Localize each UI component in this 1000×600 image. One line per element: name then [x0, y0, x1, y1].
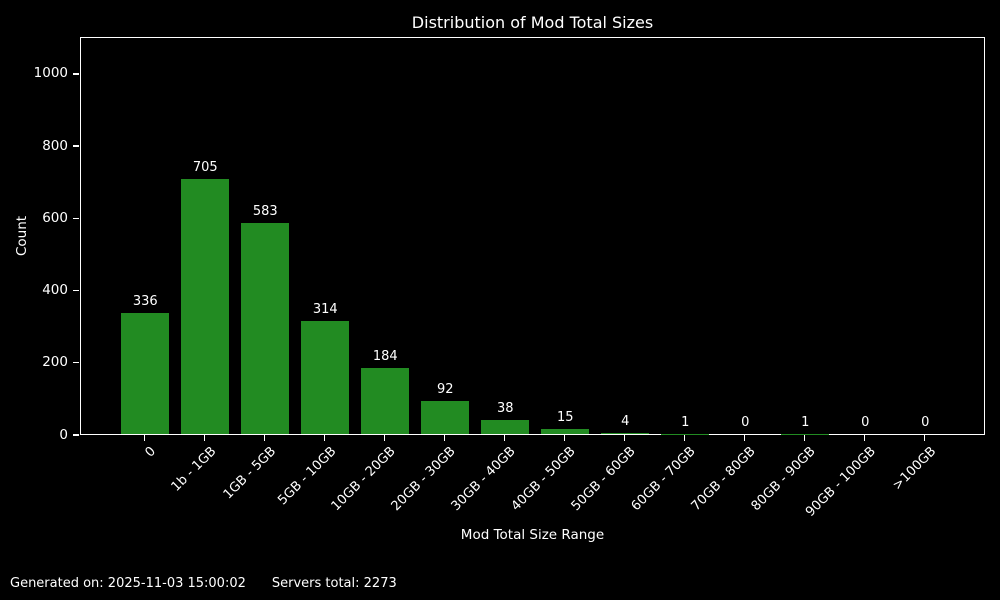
bar-value-label: 184 [372, 348, 398, 364]
y-tick-label: 1000 [33, 65, 68, 82]
y-tick-label: 400 [42, 282, 68, 299]
x-tick-mark [203, 435, 205, 441]
bar-value-label: 4 [621, 413, 630, 429]
x-tick-mark [143, 435, 145, 441]
bar-value-label: 92 [437, 381, 454, 397]
x-tick-mark [683, 435, 685, 441]
bar [121, 312, 170, 434]
bar [601, 432, 650, 434]
y-tick-mark [73, 217, 79, 219]
y-tick-label: 200 [42, 354, 68, 371]
bar [421, 400, 470, 434]
bar-value-label: 1 [801, 414, 810, 430]
generated-timestamp: Generated on: 2025-11-03 15:00:02 [10, 576, 246, 591]
bar [181, 179, 230, 434]
bar-value-label: 336 [132, 293, 158, 309]
plot-area: 336 705 583 314 184 92 38 15 4 1 0 1 0 0 [80, 37, 985, 435]
y-tick-mark [73, 362, 79, 364]
bar-value-label: 0 [921, 415, 930, 430]
servers-total: Servers total: 2273 [271, 576, 397, 591]
bar-value-label: 314 [312, 301, 338, 317]
x-tick-mark [743, 435, 745, 441]
bar-value-label: 705 [192, 160, 218, 176]
bar [361, 367, 410, 434]
x-tick-mark [803, 435, 805, 441]
bar-value-label: 15 [557, 409, 574, 425]
x-tick-mark [443, 435, 445, 441]
y-tick-mark [73, 289, 79, 292]
x-tick-mark [623, 435, 625, 441]
bar [301, 320, 350, 434]
x-tick-mark [383, 435, 385, 441]
footer: Generated on: 2025-11-03 15:00:02 Servers… [10, 576, 397, 591]
y-tick-label: 600 [42, 209, 68, 226]
x-tick-label-text: 1GB - 5GB [220, 444, 279, 503]
y-tick-label: 0 [59, 426, 68, 443]
x-tick-label-text: >100GB [889, 444, 939, 494]
chart-title: Distribution of Mod Total Sizes [411, 13, 654, 32]
x-tick-mark [323, 435, 325, 441]
bar-value-label: 0 [861, 415, 870, 430]
x-tick-mark [863, 435, 865, 441]
x-tick-label-text: 5GB - 10GB [274, 444, 339, 509]
x-tick-mark [503, 435, 505, 441]
x-axis-label: Mod Total Size Range [460, 527, 605, 543]
bar [241, 223, 290, 434]
y-tick-mark [73, 145, 79, 147]
x-tick-label-text: 0 [142, 444, 159, 461]
x-tick-mark [923, 435, 925, 441]
y-tick-mark [73, 434, 79, 436]
x-tick-label-text: 1b - 1GB [168, 444, 219, 495]
bar-value-label: 0 [741, 415, 750, 430]
bar-value-label: 583 [252, 204, 278, 220]
y-tick-label: 800 [42, 137, 68, 154]
x-tick-mark [563, 435, 565, 441]
bar [481, 420, 530, 434]
y-tick-mark [73, 73, 79, 75]
bar-value-label: 1 [681, 414, 690, 430]
bar-value-label: 38 [497, 401, 514, 417]
x-tick-mark [263, 435, 265, 441]
bar [541, 428, 590, 434]
